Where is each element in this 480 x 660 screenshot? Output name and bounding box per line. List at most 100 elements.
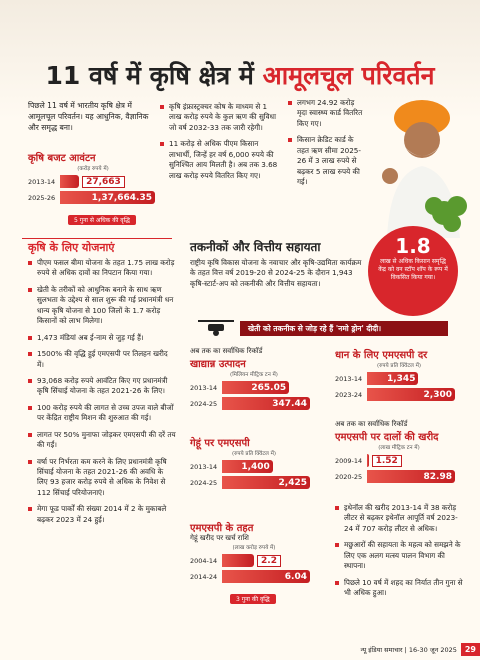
bar-row: 2024-25 2,425 [190, 476, 318, 489]
bullet: मेगा फूड पार्कों की संख्या 2014 में 2 के… [28, 504, 176, 525]
bullet: वर्षा पर निर्भरता कम करने के लिए प्रधानम… [28, 457, 176, 499]
bullet: कृषि इंफ्रास्ट्रक्चर कोष के माध्यम से 1 … [160, 102, 280, 133]
chart-unit: (करोड़ रुपये में) [77, 166, 109, 172]
chart-unit: (लाख करोड़ रुपये में) [232, 545, 276, 551]
tech-text: राष्ट्रीय कृषि विकास योजना के नवाचार और … [190, 258, 362, 288]
title-part: आमूलचूल परिवर्तन [262, 61, 435, 90]
bullet: खेती के तरीकों को आधुनिक बनाने के साथ ऋण… [28, 285, 176, 327]
chart: धान के लिए एमएसपी दर (रुपये प्रति क्विंटल… [335, 347, 463, 404]
chart-heading: धान के लिए एमएसपी दर [335, 350, 428, 361]
highlight-circle: 1.8 लाख से अधिक किसान समृद्धि केंद्र को … [368, 226, 458, 316]
chart: एमएसपी के तहत गेहूं खरीद पर खर्च राशि (लाख… [190, 520, 318, 605]
bullet: मछुआरों की सहायता के महत्व को समझने के ल… [335, 540, 465, 571]
chart-kicker: अब तक का सर्वाधिक रिकॉर्ड [335, 420, 408, 428]
value-label: 265.05 [251, 382, 287, 393]
chart: अब तक का सर्वाधिक रिकॉर्ड खाद्यान्न उत्पा… [190, 347, 318, 413]
page-number: 29 [460, 642, 480, 656]
bullets: कृषि इंफ्रास्ट्रक्चर कोष के माध्यम से 1 … [160, 102, 280, 187]
chart-unit: (रुपये प्रति क्विंटल में) [231, 451, 277, 457]
category-label: 2020-25 [335, 472, 363, 481]
value-label: 1,37,664.35 [91, 192, 152, 203]
chart-heading: एमएसपी के तहत [190, 523, 254, 534]
bullet: पिछले 10 वर्ष में शहद का निर्यात तीन गुन… [335, 578, 465, 599]
value-label: 82.98 [423, 471, 452, 482]
bar-row: 2004-14 2.2 [190, 554, 318, 567]
bullet: किसान क्रेडिट कार्ड के तहत ऋण सीमा 2025-… [288, 135, 366, 187]
bullets: इथेनॉल की खरीद 2013-14 में 38 करोड़ लीटर… [335, 503, 465, 605]
value-label: 1,400 [241, 461, 270, 472]
value-label: 2.2 [257, 554, 281, 567]
bar-row: 2020-25 82.98 [335, 470, 463, 483]
bar-row: 2025-26 1,37,664.35 [28, 191, 158, 204]
bullet: लगभग 24.92 करोड़ मृदा स्वास्थ्य कार्ड वि… [288, 98, 366, 129]
category-label: 2013-14 [190, 383, 218, 392]
chart-unit: (मिलियन मीट्रिक टन में) [230, 372, 278, 378]
bar: 265.05 [222, 381, 290, 394]
category-label: 2013-14 [190, 462, 218, 471]
bullet: 11 करोड़ से अधिक पीएम किसान लाभार्थी, जि… [160, 139, 280, 181]
chart: अब तक का सर्वाधिक रिकॉर्ड एमएसपी पर दालों… [335, 420, 463, 486]
bullets: पीएम फसल बीमा योजना के तहत 1.75 लाख करोड… [28, 258, 176, 531]
bar-row: 2014-24 6.04 [190, 570, 318, 583]
title: 11 वर्ष में कृषि क्षेत्र में आमूलचूल परि… [0, 58, 480, 92]
bullet: 100 करोड़ रुपये की लागत से उच्च उपज वाले… [28, 403, 176, 424]
intro: पिछले 11 वर्ष में भारतीय कृषि क्षेत्र मे… [28, 101, 149, 132]
bar-row: 2013-14 1,400 [190, 460, 318, 473]
category-label: 2014-24 [190, 572, 218, 581]
chart-heading: खाद्यान्न उत्पादन [190, 359, 246, 370]
bar [60, 175, 80, 188]
category-label: 2023-24 [335, 390, 363, 399]
value-label: 1,345 [386, 373, 416, 384]
section-heading: कृषि के लिए योजनाएं [28, 241, 115, 254]
bar: 1,400 [222, 460, 273, 473]
publication: न्यू इंडिया समाचार | 16-30 जून 2025 [360, 645, 457, 654]
chart: गेहूं पर एमएसपी (रुपये प्रति क्विंटल में)… [190, 435, 318, 492]
category-label: 2013-14 [28, 177, 56, 186]
bar: 6.04 [222, 570, 310, 583]
drone-banner: खेती को तकनीक से जोड़ रहे हैं 'नमो ड्रोन… [240, 321, 448, 336]
chart-note: 5 गुना से अधिक की वृद्धि [68, 215, 136, 225]
chart-heading: कृषि बजट आवंटन [28, 153, 96, 164]
bullet: 1500% की वृद्धि हुई एमएसपी पर तिलहन खरीद… [28, 349, 176, 370]
drone-icon [198, 320, 234, 336]
chart-heading: एमएसपी पर दालों की खरीद [335, 432, 439, 443]
highlight-value: 1.8 [395, 234, 431, 258]
bar-row: 2013-14 27,663 [28, 175, 158, 188]
bar-row: 2013-14 265.05 [190, 381, 318, 394]
budget-chart: कृषि बजट आवंटन (करोड़ रुपये में) 2013-14 27… [28, 150, 158, 226]
bar-row: 2009-14 1.52 [335, 454, 463, 467]
category-label: 2024-25 [190, 478, 218, 487]
bullet: इथेनॉल की खरीद 2013-14 में 38 करोड़ लीटर… [335, 503, 465, 534]
value-label: 347.44 [272, 398, 307, 409]
bullets: लगभग 24.92 करोड़ मृदा स्वास्थ्य कार्ड वि… [288, 98, 366, 194]
bar [222, 554, 255, 567]
rule [22, 238, 172, 239]
category-label: 2009-14 [335, 456, 363, 465]
bar-row: 2013-14 1,345 [335, 372, 463, 385]
bullet: लागत पर 50% मुनाफा जोड़कर एमएसपी की दरें… [28, 430, 176, 451]
farmer-illustration [382, 100, 467, 238]
chart-kicker: अब तक का सर्वाधिक रिकॉर्ड [190, 347, 263, 355]
footer: न्यू इंडिया समाचार | 16-30 जून 2025 29 [320, 640, 480, 658]
highlight-text: लाख से अधिक किसान समृद्धि केंद्र को वन स… [378, 258, 448, 282]
category-label: 2004-14 [190, 556, 218, 565]
chart-note: 3 गुना की वृद्धि [230, 594, 276, 604]
category-label: 2025-26 [28, 193, 56, 202]
bar [367, 454, 369, 467]
section-heading: तकनीकों और वित्तीय सहायता [190, 240, 321, 254]
category-label: 2024-25 [190, 399, 218, 408]
bar: 347.44 [222, 397, 310, 410]
value-label: 27,663 [82, 175, 125, 188]
bar: 82.98 [367, 470, 455, 483]
chart-unit: (रुपये प्रति क्विंटल में) [376, 363, 422, 369]
bar: 1,37,664.35 [60, 191, 155, 204]
value-label: 1.52 [371, 454, 402, 467]
value-label: 2,300 [423, 389, 452, 400]
chart-subheading: गेहूं खरीद पर खर्च राशि [190, 534, 249, 542]
category-label: 2013-14 [335, 374, 363, 383]
bar: 2,300 [367, 388, 455, 401]
value-label: 6.04 [284, 571, 307, 582]
bar-row: 2024-25 347.44 [190, 397, 318, 410]
bullet: पीएम फसल बीमा योजना के तहत 1.75 लाख करोड… [28, 258, 176, 279]
chart-heading: गेहूं पर एमएसपी [190, 438, 250, 449]
